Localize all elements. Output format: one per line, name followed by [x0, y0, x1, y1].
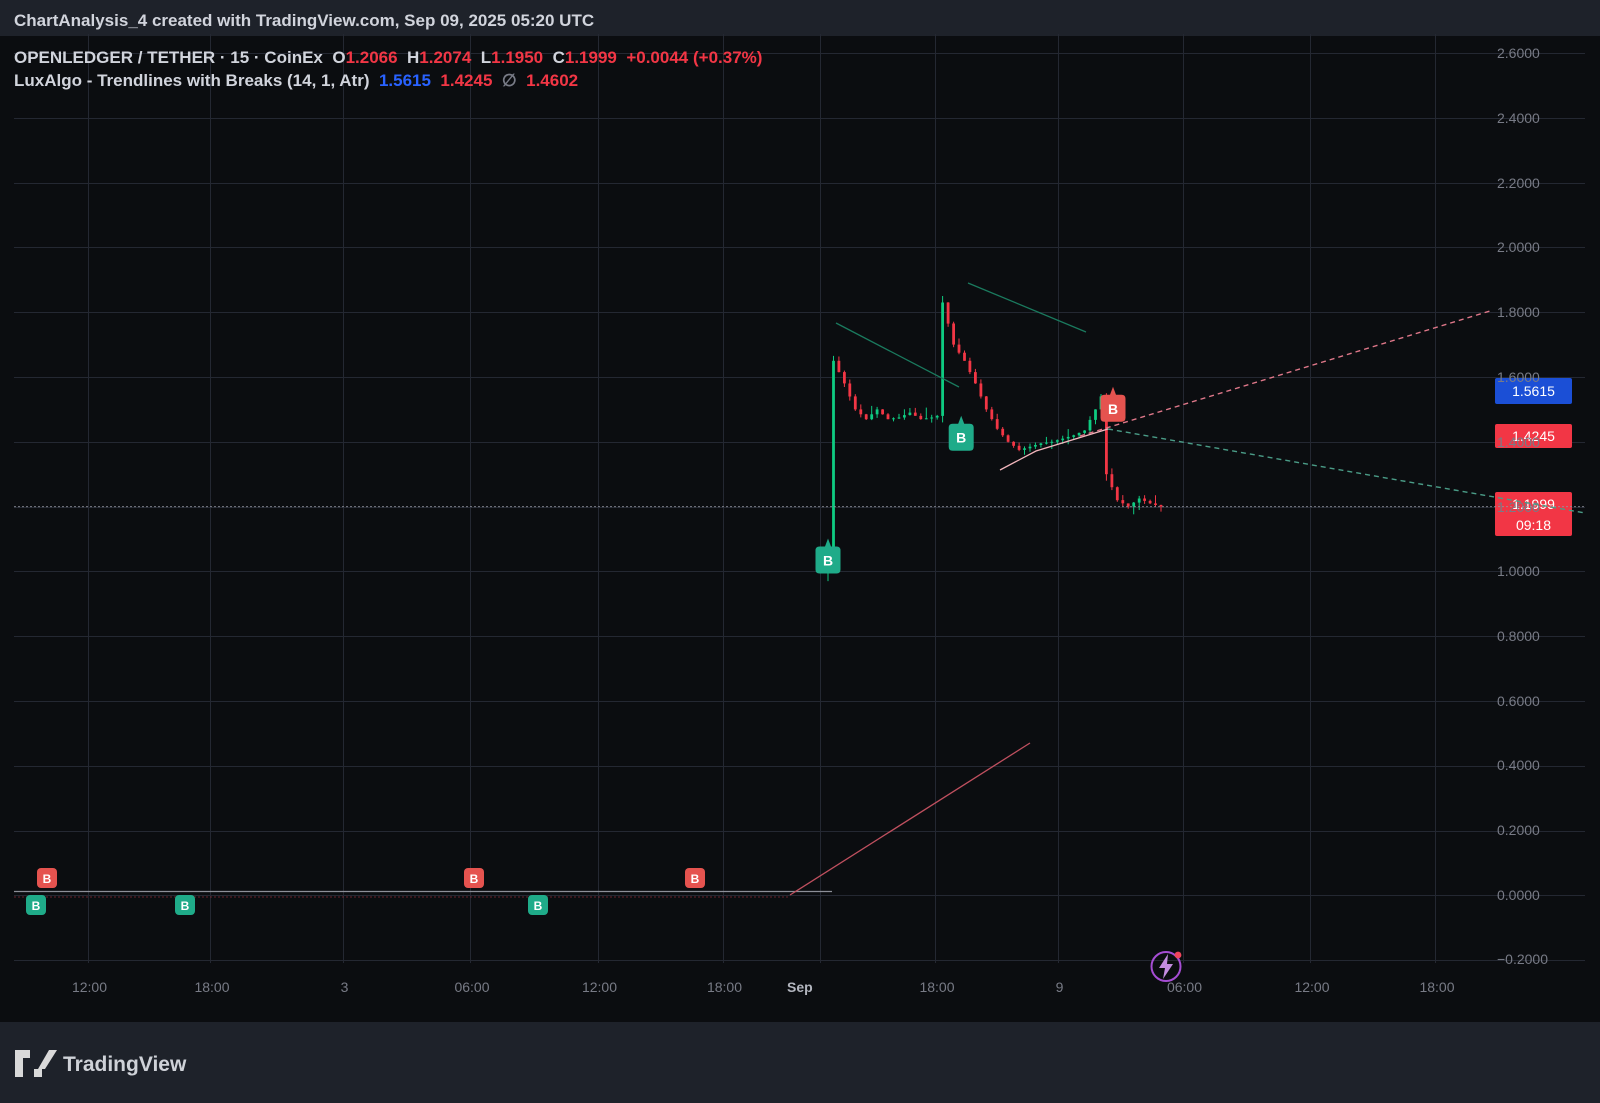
svg-text:B: B: [691, 872, 700, 886]
svg-text:B: B: [823, 553, 833, 569]
svg-text:B: B: [534, 899, 543, 913]
svg-text:B: B: [181, 899, 190, 913]
svg-text:B: B: [956, 430, 966, 446]
svg-text:B: B: [1108, 401, 1118, 417]
svg-text:B: B: [470, 872, 479, 886]
svg-text:B: B: [32, 899, 41, 913]
svg-text:B: B: [43, 872, 52, 886]
